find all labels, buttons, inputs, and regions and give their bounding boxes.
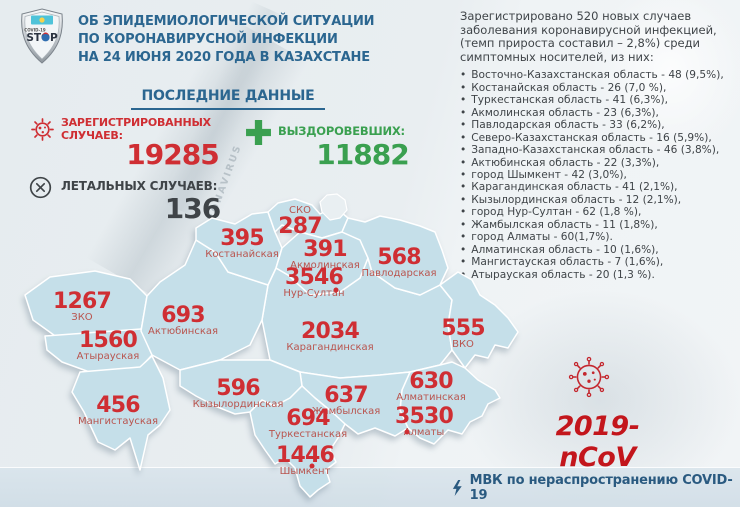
region-list-item: город Алматы - 60(1,7%). [460,231,736,243]
footer-band [0,467,740,507]
region-list-item: Акмолинская область - 23 (6,3%), [460,107,736,119]
region-shape-vko [439,271,519,369]
committee-line: МВК по нераспространению COVID-19 [452,473,740,503]
page-title: ОБ ЭПИДЕМИОЛОГИЧЕСКОЙ СИТУАЦИИ ПО КОРОНАВ… [78,13,375,67]
region-shape-mangystau [71,355,171,471]
region-list-item: Павлодарская область - 33 (6,2%), [460,119,736,131]
region-shape-akmola [275,231,369,296]
region-list-item: Костанайская область - 26 (7,0 %), [460,82,736,94]
virus-outline-icon [568,356,610,398]
region-list-item: Кызылординская область - 12 (2,1%), [460,194,736,206]
region-list-item: Туркестанская область - 41 (6,3%), [460,94,736,106]
region-list-item: Западно-Казахстанская область - 46 (3,8%… [460,144,736,156]
region-list-item: Атырауская область - 20 (1,3 %). [460,269,736,281]
section-title-wrap: ПОСЛЕДНИЕ ДАННЫЕ [108,85,348,110]
virus-icon [31,118,54,141]
globe-icon [41,33,50,42]
region-shape-aktobe [140,239,269,371]
ncov-label: 2019-nCoV [555,411,640,473]
recovered-value: 11882 [316,138,409,171]
header-title-line: ПО КОРОНАВИРУСНОЙ ИНФЕКЦИИ [78,32,338,47]
region-list-item: Восточно-Казахстанская область - 48 (9,5… [460,69,736,81]
region-list-item: город Шымкент - 42 (3,0%), [460,169,736,181]
new-cases-intro: Зарегистрировано 520 новых случаев забол… [460,9,717,64]
committee-text: МВК по нераспространению COVID-19 [469,473,733,503]
shield-icon: COVID-19 STOP [21,8,63,64]
new-cases-panel: Зарегистрировано 520 новых случаев забол… [460,9,736,281]
kazakhstan-map [24,193,519,498]
stop-covid-shield-logo: COVID-19 STOP [18,8,66,68]
region-list-item: Мангистауская область - 7 (1,6%), [460,256,736,268]
header-title-line: ОБ ЭПИДЕМИОЛОГИЧЕСКОЙ СИТУАЦИИ [78,14,375,29]
region-list-item: Актюбинская область - 22 (3,3%), [460,157,736,169]
logo-covid-text: COVID-19 [24,28,46,33]
registered-label: ЗАРЕГИСТРИРОВАННЫХ СЛУЧАЕВ: [61,116,211,142]
region-list-item: Алматинская область - 10 (1,6%), [460,244,736,256]
region-shape-zko [24,270,148,339]
header-title-line: НА 24 ИЮНЯ 2020 ГОДА В КАЗАХСТАНЕ [78,50,370,65]
region-list-item: Жамбылская область - 11 (1,8%), [460,219,736,231]
region-list-item: город Нур-Султан - 62 (1,8 %), [460,206,736,218]
region-list-item: Северо-Казахстанская область - 16 (5,9%)… [460,132,736,144]
region-list-item: Карагандинская область - 41 (2,1%), [460,181,736,193]
circle-x-icon [29,176,52,199]
region-shape-pavlodar [341,215,449,296]
lightning-icon [452,480,462,496]
map-white-patch [319,193,348,221]
recovered-label: ВЫЗДОРОВЕВШИХ: [278,124,405,138]
region-shape-turkestan [249,385,346,498]
plus-icon [246,120,271,145]
region-shape-almaty-region [399,361,501,445]
registered-value: 19285 [126,138,219,171]
section-title: ПОСЛЕДНИЕ ДАННЫЕ [131,88,325,110]
region-list: Восточно-Казахстанская область - 48 (9,5… [460,69,736,281]
lethal-label: ЛЕТАЛЬНЫХ СЛУЧАЕВ: [61,179,218,193]
